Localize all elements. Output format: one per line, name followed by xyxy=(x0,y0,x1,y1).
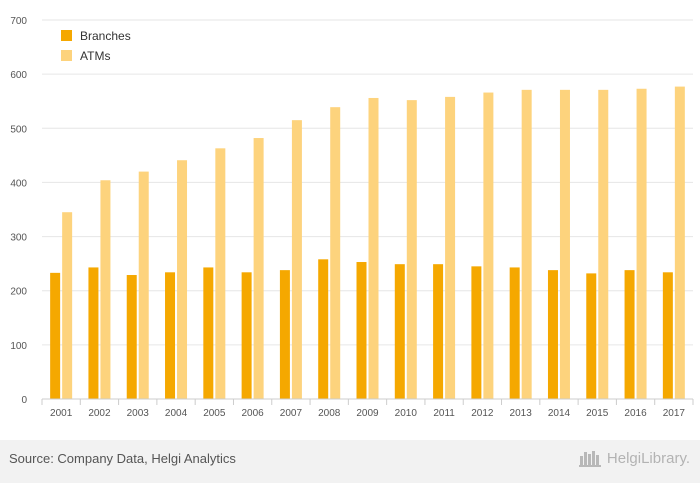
bar-branches-2011 xyxy=(433,264,444,399)
x-axis: 2001 2002 2003 2004 2005 2006 2007 2008 2009 2010… xyxy=(41,398,694,419)
x-tick-label: 2001 xyxy=(50,408,73,419)
bar-atms-2014 xyxy=(559,89,570,399)
x-tick-label: 2014 xyxy=(548,408,571,419)
x-tick-label: 2003 xyxy=(127,408,150,419)
legend-label-branches: Branches xyxy=(80,29,131,43)
y-tick-label: 400 xyxy=(10,178,27,189)
x-tick-label: 2008 xyxy=(318,408,341,419)
skyline-icon xyxy=(578,451,601,467)
bar-branches-2006 xyxy=(241,272,252,399)
y-tick-label: 700 xyxy=(10,16,27,27)
legend-swatch-branches xyxy=(61,30,72,41)
bar-atms-2012 xyxy=(483,92,494,400)
x-tick-label: 2004 xyxy=(165,408,188,419)
bar-atms-2005 xyxy=(215,148,226,399)
bar-atms-2011 xyxy=(445,96,456,399)
x-tick-label: 2015 xyxy=(586,408,609,419)
x-tick-label: 2002 xyxy=(88,408,111,419)
bar-atms-2013 xyxy=(521,89,532,399)
bar-branches-2014 xyxy=(547,270,558,399)
helgi-library-logo[interactable]: HelgiLibrary. xyxy=(578,449,690,467)
logo-text: HelgiLibrary. xyxy=(606,449,690,467)
x-tick-label: 2016 xyxy=(624,408,647,419)
source-text: Source: Company Data, Helgi Analytics xyxy=(9,451,236,466)
x-tick-label: 2017 xyxy=(663,408,686,419)
bar-atms-2001 xyxy=(62,212,73,399)
bar-atms-2004 xyxy=(177,160,188,399)
bar-branches-2012 xyxy=(471,266,482,399)
bar-branches-2004 xyxy=(165,272,176,399)
x-tick-label: 2013 xyxy=(510,408,533,419)
bar-branches-2016 xyxy=(624,270,635,399)
bar-branches-2008 xyxy=(318,259,329,399)
bars xyxy=(50,86,685,400)
y-tick-label: 600 xyxy=(10,70,27,81)
bar-branches-2009 xyxy=(356,262,367,399)
bar-branches-2010 xyxy=(394,264,405,399)
bar-branches-2003 xyxy=(126,275,137,399)
bar-atms-2002 xyxy=(100,180,111,399)
legend-label-atms: ATMs xyxy=(80,49,110,63)
y-tick-label: 300 xyxy=(10,233,27,244)
bar-branches-2007 xyxy=(279,270,290,399)
x-tick-label: 2006 xyxy=(241,408,264,419)
x-tick-label: 2005 xyxy=(203,408,226,419)
bar-atms-2016 xyxy=(636,88,647,400)
legend: Branches ATMs xyxy=(61,29,131,63)
x-tick-label: 2007 xyxy=(280,408,303,419)
bar-atms-2015 xyxy=(598,89,609,399)
y-tick-label: 200 xyxy=(10,287,27,298)
footer: Source: Company Data, Helgi Analytics He… xyxy=(0,440,700,483)
y-tick-label: 100 xyxy=(10,341,27,352)
bar-atms-2008 xyxy=(330,107,341,400)
bar-branches-2001 xyxy=(50,272,61,399)
chart-area: 0 100 200 300 400 500 600 700 2001 2002 2003 2004 2… xyxy=(10,16,694,419)
x-tick-label: 2012 xyxy=(471,408,494,419)
bar-atms-2009 xyxy=(368,97,379,400)
bar-branches-2015 xyxy=(586,273,597,399)
x-tick-label: 2009 xyxy=(356,408,379,419)
bar-branches-2017 xyxy=(662,272,673,399)
bar-atms-2007 xyxy=(291,120,302,400)
y-tick-label: 500 xyxy=(10,124,27,135)
y-axis: 0 100 200 300 400 500 600 700 xyxy=(10,16,27,406)
bar-atms-2017 xyxy=(674,86,685,400)
bar-branches-2013 xyxy=(509,267,520,399)
bar-atms-2010 xyxy=(406,100,417,399)
bar-branches-2002 xyxy=(88,267,99,399)
x-tick-label: 2010 xyxy=(395,408,418,419)
bar-atms-2003 xyxy=(138,171,149,399)
y-tick-label: 0 xyxy=(21,395,27,406)
bar-atms-2006 xyxy=(253,138,264,399)
legend-swatch-atms xyxy=(61,50,72,61)
x-tick-label: 2011 xyxy=(433,408,455,419)
gridlines xyxy=(42,19,693,346)
bar-branches-2005 xyxy=(203,267,214,399)
